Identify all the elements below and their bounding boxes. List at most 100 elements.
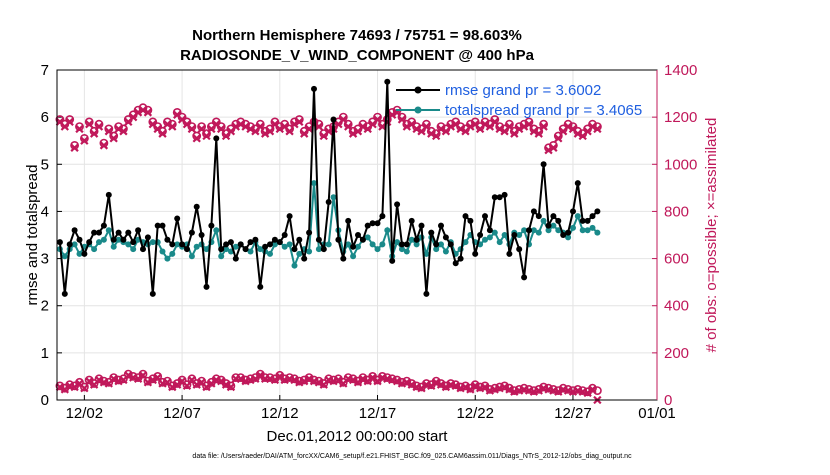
rmse-point [594,208,601,215]
obs-possible-low-marker [558,383,568,393]
totalspread-point [516,232,523,238]
obs-possible-marker [265,124,275,134]
obs-possible-marker [162,117,172,127]
totalspread-point [540,217,547,224]
rmse-point [203,283,210,290]
rmse-point [438,222,444,229]
legend-marker-totalspread [414,106,422,114]
obs-possible-low-marker [412,381,421,391]
obs-possible-marker [114,122,123,131]
rmse-point [110,236,117,243]
y-tick-label: 2 [41,298,49,315]
y-tick-label: 4 [41,203,49,220]
totalspread-point [232,243,239,250]
obs-possible-marker [138,103,148,113]
totalspread-point [530,227,537,234]
obs-possible-marker [558,124,568,134]
totalspread-point [589,224,596,231]
rmse-point [252,236,259,243]
totalspread-point [433,246,440,253]
rmse-point [482,213,488,220]
obs-possible-low-marker [309,375,319,385]
obs-possible-marker [182,117,192,127]
rmse-point [496,194,503,201]
obs-possible-low-marker [280,374,290,384]
obs-possible-low-marker [177,375,187,385]
rmse-point [276,239,283,246]
rmse-point [247,239,254,246]
x-tick-label: 12/27 [554,405,592,422]
obs-possible-low-marker [314,376,324,386]
totalspread-point [96,239,102,246]
obs-possible-marker [255,119,265,129]
obs-possible-marker [236,117,246,127]
totalspread-point [169,250,176,257]
rmse-point [291,246,298,253]
obs-possible-marker [148,117,158,127]
totalspread-point [501,232,508,238]
rmse-point [565,229,572,236]
obs-possible-marker [451,117,461,127]
obs-possible-marker [119,124,128,134]
obs-possible-marker [299,126,309,136]
obs-possible-marker [143,105,153,115]
obs-possible-marker [202,129,211,138]
obs-possible-marker [65,115,75,124]
obs-possible-low-marker [89,379,99,388]
chart-title-line2: RADIOSONDE_V_WIND_COMPONENT @ 400 hPa [180,47,535,64]
obs-possible-marker [158,126,167,136]
totalspread-point [291,262,298,269]
obs-possible-low-marker [80,382,89,392]
totalspread-point [61,253,68,260]
obs-possible-marker [343,119,353,129]
y-right-tick-label: 600 [664,251,689,268]
obs-possible-low-marker [568,386,578,395]
obs-possible-low-marker [324,374,334,384]
x-axis-ticks: 12/02 12/07 12/12 12/17 12/22 12/27 01/01 [66,395,676,422]
rmse-point [433,241,440,248]
obs-possible-low-marker [446,379,456,388]
y-tick-label: 5 [41,156,49,173]
obs-possible-low-marker [75,377,84,387]
obs-possible-marker [60,119,70,129]
obs-assimilated-marker [70,143,79,152]
x-tick-label: 12/17 [359,405,397,422]
rmse-point [570,208,576,215]
obs-possible-low-marker [319,379,329,388]
totalspread-point [130,246,137,253]
totalspread-point [403,248,410,255]
totalspread-point [399,246,405,253]
obs-possible-marker [519,119,529,129]
obs-possible-marker [446,119,456,129]
obs-possible-marker [470,117,480,127]
obs-possible-low-marker [109,373,119,382]
rmse-point [550,213,557,220]
obs-possible-marker [197,122,206,131]
obs-assimilated-marker [158,129,167,138]
obs-possible-low-marker [519,383,529,393]
obs-possible-low-marker [358,373,368,382]
obs-possible-low-marker [495,382,505,392]
obs-assimilated-marker [285,127,294,136]
obs-possible-marker [260,126,270,136]
rmse-point [535,213,542,220]
totalspread-point [442,248,449,255]
obs-possible-marker [588,119,597,129]
rmse-point [330,116,337,123]
obs-possible-low-marker [304,373,314,382]
rmse-point [242,246,249,253]
rmse-point [486,227,493,234]
obs-possible-marker [109,131,119,141]
obs-possible-marker [402,119,412,129]
obs-possible-low-marker [299,375,309,385]
rmse-point [472,250,479,257]
rmse-point [574,180,581,187]
rmse-point [350,243,357,250]
totalspread-point [193,243,200,250]
totalspread-point [330,194,337,201]
obs-possible-low-marker [524,384,534,394]
rmse-point [359,236,366,243]
obs-possible-marker [211,117,221,127]
legend-label-rmse: rmse grand pr = 3.6002 [445,82,601,99]
